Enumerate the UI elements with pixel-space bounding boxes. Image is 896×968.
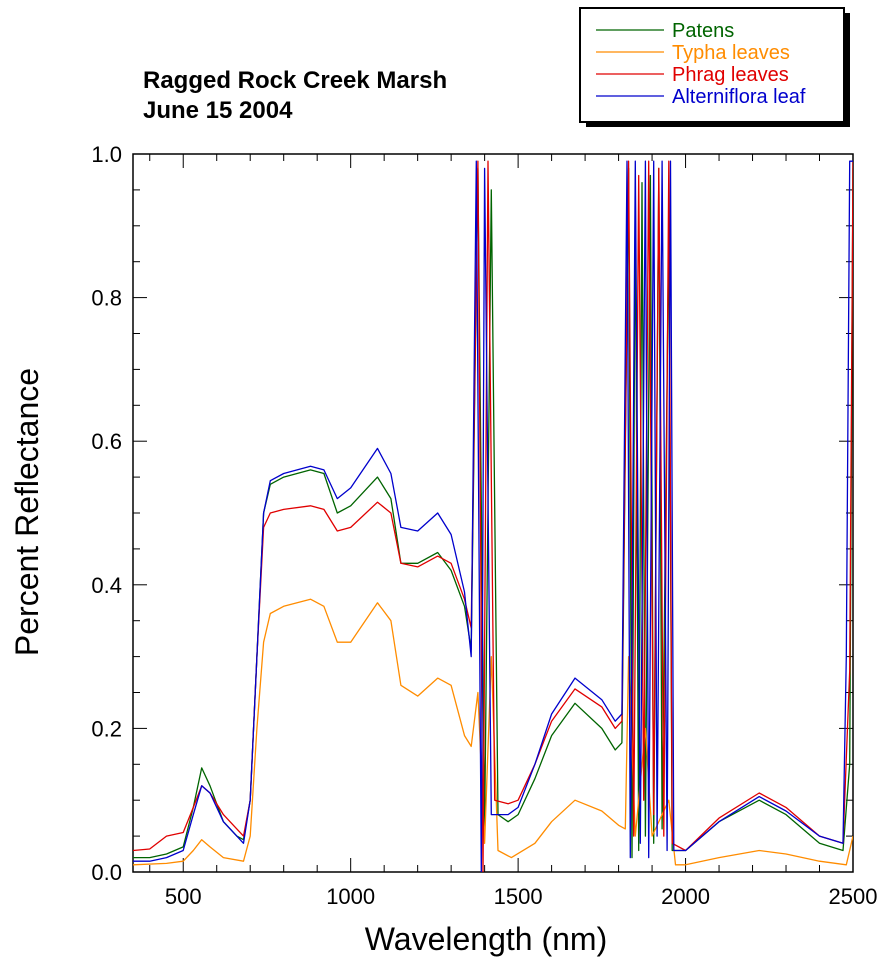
legend-label: Typha leaves (672, 42, 790, 64)
series-line-alterniflora-leaf (133, 160, 853, 872)
series-line-patens (133, 167, 853, 859)
legend-label: Alterniflora leaf (672, 86, 806, 108)
x-tick-label: 2500 (829, 884, 878, 909)
y-tick-label: 0.2 (91, 716, 122, 741)
y-axis-title: Percent Reflectance (9, 368, 45, 656)
legend-label: Phrag leaves (672, 64, 789, 86)
x-tick-label: 1000 (326, 884, 375, 909)
y-tick-label: 1.0 (91, 142, 122, 167)
x-tick-label: 1500 (494, 884, 543, 909)
y-tick-label: 0.0 (91, 860, 122, 885)
chart-title-line-1: Ragged Rock Creek Marsh (143, 67, 447, 94)
series-line-phrag-leaves (133, 160, 853, 872)
y-tick-label: 0.6 (91, 429, 122, 454)
x-axis-title: Wavelength (nm) (365, 921, 607, 957)
y-tick-label: 0.4 (91, 573, 122, 598)
chart-title-line-2: June 15 2004 (143, 97, 293, 124)
legend-label: Patens (672, 20, 734, 42)
plot-frame (132, 153, 854, 873)
x-tick-label: 500 (165, 884, 202, 909)
x-tick-label: 2000 (661, 884, 710, 909)
y-tick-label: 0.8 (91, 286, 122, 311)
series-line-typha-leaves (133, 598, 853, 866)
legend-frame (579, 7, 845, 123)
